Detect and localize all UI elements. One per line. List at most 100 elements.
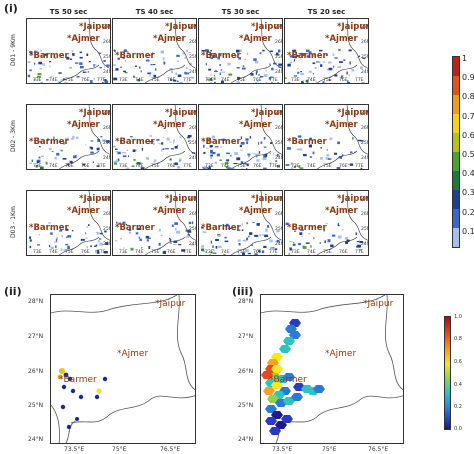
lon-label: 74E bbox=[307, 78, 316, 83]
city-ajmer: *Ajmer bbox=[325, 349, 357, 359]
precip-cell bbox=[80, 66, 84, 69]
precip-cell bbox=[79, 56, 83, 59]
precip-cell bbox=[332, 53, 335, 56]
precip-cell bbox=[308, 70, 312, 73]
lon-label: 77E bbox=[269, 250, 278, 255]
precip-cell bbox=[84, 70, 87, 73]
precip-cell bbox=[219, 159, 222, 161]
precip-cell bbox=[346, 71, 348, 75]
precip-cell bbox=[343, 59, 346, 61]
precip-cell bbox=[203, 151, 206, 154]
precip-cell bbox=[337, 225, 340, 227]
precip-cell bbox=[293, 75, 297, 77]
precip-cell bbox=[147, 72, 151, 74]
precip-cell bbox=[165, 148, 169, 150]
precip-cell bbox=[306, 55, 311, 58]
precip-cell bbox=[135, 232, 139, 235]
precip-cell bbox=[40, 82, 43, 83]
boundary-line bbox=[346, 191, 368, 241]
precip-cell bbox=[205, 49, 208, 52]
boundary-line bbox=[174, 19, 196, 69]
lat-label: 26N bbox=[103, 40, 110, 45]
precip-cell bbox=[265, 228, 268, 230]
lon-label: 75E bbox=[65, 164, 74, 169]
precip-cell bbox=[186, 49, 188, 52]
precip-cell bbox=[212, 245, 214, 248]
precip-cell bbox=[309, 156, 313, 158]
precip-cell bbox=[97, 139, 101, 142]
precip-cell bbox=[188, 230, 192, 233]
precip-cell bbox=[255, 71, 257, 75]
lon-label: 74E bbox=[135, 78, 144, 83]
precip-cell bbox=[29, 53, 33, 56]
precip-cell bbox=[258, 249, 261, 253]
precip-cell bbox=[292, 136, 295, 139]
precip-cell bbox=[319, 49, 323, 52]
precip-cell bbox=[252, 221, 255, 223]
precip-cell bbox=[208, 68, 212, 71]
precip-cell bbox=[128, 155, 129, 157]
precip-cell bbox=[138, 236, 140, 239]
lon-label: 76E bbox=[339, 78, 348, 83]
boundary-line bbox=[144, 64, 186, 83]
precip-cell bbox=[241, 223, 244, 226]
precip-cell bbox=[181, 249, 186, 252]
precip-cell bbox=[202, 231, 207, 233]
precip-cell bbox=[53, 136, 55, 140]
precip-cell bbox=[287, 82, 291, 83]
colorbar-tick: 0.9 bbox=[462, 73, 474, 83]
precip-cell bbox=[258, 74, 261, 76]
map-cell-r1-c3: *Jaipur *Ajmer *Barmer 27N 26N 25N 24N 73E 74E 75… bbox=[284, 104, 369, 170]
precip-cell bbox=[357, 244, 362, 248]
precip-cell bbox=[263, 74, 268, 77]
precip-cell bbox=[347, 81, 350, 83]
city-barmer: *Barmer bbox=[201, 137, 241, 147]
city-ajmer: *Ajmer bbox=[67, 120, 100, 130]
precip-cell bbox=[95, 244, 98, 247]
lon-label: 74E bbox=[221, 78, 230, 83]
precip-cell bbox=[269, 63, 271, 65]
precip-cell bbox=[263, 137, 266, 140]
lon-label: 73E bbox=[119, 250, 128, 255]
precip-cell bbox=[146, 59, 150, 62]
precip-cell bbox=[57, 81, 61, 83]
precip-cell bbox=[36, 161, 40, 163]
map-iii-lat-28: 28°N bbox=[238, 298, 254, 305]
precip-cell bbox=[273, 62, 277, 65]
colorbar-segment bbox=[453, 152, 459, 171]
precip-cell bbox=[286, 147, 291, 150]
precip-cell bbox=[76, 136, 79, 139]
colorbar-segment bbox=[453, 114, 459, 133]
precip-cell bbox=[201, 50, 206, 52]
precip-cell bbox=[170, 70, 173, 74]
lat-label: 27N bbox=[103, 111, 110, 116]
precip-cell bbox=[141, 247, 143, 249]
precip-cell bbox=[363, 242, 366, 244]
precip-cell bbox=[355, 232, 357, 236]
precip-cell bbox=[86, 226, 88, 228]
precip-cell bbox=[213, 77, 216, 80]
precip-cell bbox=[187, 136, 191, 139]
precip-cell bbox=[202, 166, 205, 169]
precip-cell bbox=[70, 138, 74, 140]
city-barmer: *Barmer bbox=[115, 223, 155, 233]
precip-cell bbox=[156, 139, 160, 141]
precip-cell bbox=[241, 229, 244, 231]
precip-cell bbox=[276, 153, 279, 157]
lon-label: 76E bbox=[339, 164, 348, 169]
precip-cell bbox=[300, 71, 302, 73]
precip-cell bbox=[316, 61, 319, 63]
precip-cell bbox=[113, 145, 117, 148]
precip-cell bbox=[184, 71, 187, 75]
map-iii-cbar-tick: 0.6 bbox=[454, 359, 462, 365]
precip-cell bbox=[329, 138, 333, 141]
precip-cell bbox=[277, 82, 279, 83]
lon-label: 77E bbox=[97, 164, 106, 169]
city-ajmer: *Ajmer bbox=[325, 120, 358, 130]
precip-cell bbox=[89, 146, 93, 149]
city-barmer: *Barmer bbox=[201, 223, 241, 233]
precip-cell bbox=[99, 242, 103, 246]
precip-cell bbox=[149, 74, 151, 77]
city-jaipur: *Jaipur bbox=[165, 108, 197, 118]
lat-label: 25N bbox=[275, 141, 282, 146]
